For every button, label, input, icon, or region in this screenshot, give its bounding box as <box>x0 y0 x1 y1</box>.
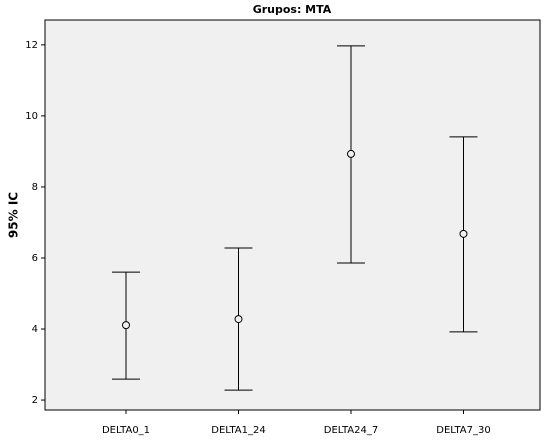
y-tick-label: 10 <box>25 111 38 122</box>
chart-title: Grupos: MTA <box>253 3 332 16</box>
plot-area <box>44 19 541 411</box>
x-tick-label: DELTA24_7 <box>324 425 378 436</box>
y-tick-label: 8 <box>32 182 38 193</box>
mean-point <box>459 229 468 238</box>
x-tick-label: DELTA7_30 <box>436 425 490 436</box>
x-tick-label: DELTA0_1 <box>102 425 150 436</box>
y-tick-label: 4 <box>32 324 38 335</box>
x-tick-label: DELTA1_24 <box>211 425 265 436</box>
y-axis-label: 95% IC <box>7 192 21 238</box>
mean-point <box>234 315 243 324</box>
mean-point <box>347 149 355 158</box>
y-tick-label: 12 <box>25 40 38 51</box>
y-tick-label: 2 <box>32 395 38 406</box>
y-tick-label: 6 <box>32 253 38 264</box>
mean-point <box>122 321 130 330</box>
